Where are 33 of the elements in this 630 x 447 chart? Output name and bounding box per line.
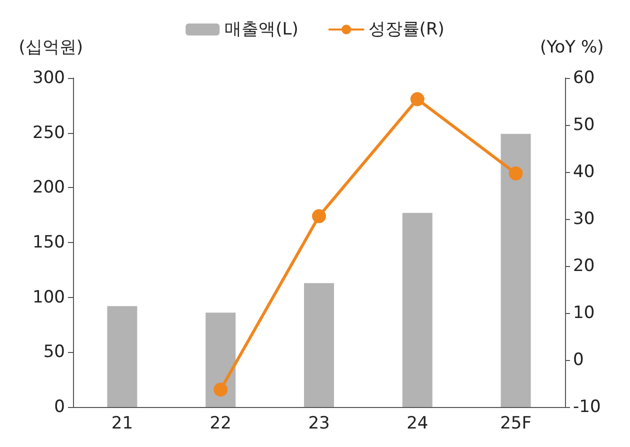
y-tick-label: 250 bbox=[32, 122, 65, 143]
point bbox=[508, 166, 523, 180]
y-tick-label: 100 bbox=[32, 287, 65, 308]
bar bbox=[304, 283, 334, 407]
y-tick-label: 0 bbox=[54, 397, 65, 417]
y2-tick-label: 40 bbox=[573, 162, 595, 182]
x-tick-label: 21 bbox=[111, 414, 134, 434]
y2-tick-label: 10 bbox=[573, 303, 595, 323]
y-tick-label: 150 bbox=[32, 232, 65, 252]
y-tick-label: 50 bbox=[43, 342, 65, 362]
y2-axis-title: (YoY %) bbox=[540, 38, 604, 58]
point bbox=[410, 92, 424, 106]
x-tick-label: 24 bbox=[406, 414, 428, 434]
y2-tick-label: 50 bbox=[573, 115, 595, 135]
point bbox=[214, 382, 228, 397]
y-tick-label: 200 bbox=[32, 178, 65, 198]
y2-tick-label: -10 bbox=[573, 397, 601, 417]
bar bbox=[500, 134, 531, 407]
x-tick-label: 25F bbox=[500, 414, 532, 434]
x-tick-label: 23 bbox=[308, 414, 330, 434]
y-tick-label: 300 bbox=[32, 68, 65, 88]
bar bbox=[402, 212, 432, 407]
bar bbox=[107, 306, 138, 407]
x-tick-label: 22 bbox=[210, 414, 232, 434]
legend-label: 매출액(L) bbox=[224, 20, 298, 40]
y2-tick-label: 20 bbox=[573, 256, 595, 276]
bar bbox=[206, 312, 236, 407]
legend-label: 성장률(R) bbox=[368, 20, 444, 40]
y-axis-title: (십억원) bbox=[18, 38, 83, 58]
y2-tick-label: 30 bbox=[573, 209, 595, 229]
y2-tick-label: 0 bbox=[573, 350, 584, 370]
y2-tick-label: 60 bbox=[573, 68, 595, 88]
point bbox=[312, 209, 326, 224]
